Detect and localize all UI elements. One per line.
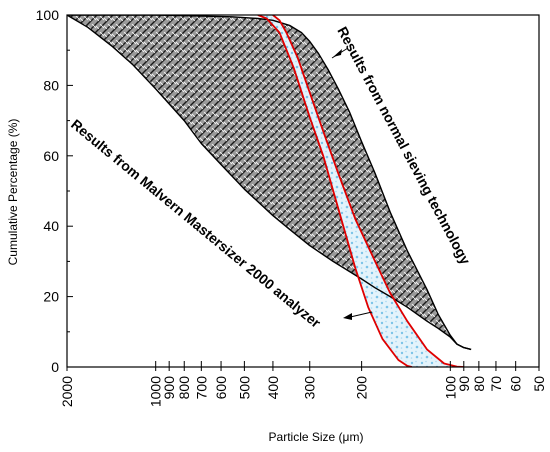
x-tick-label: 300 (302, 376, 318, 400)
red-boundary-left (257, 15, 413, 367)
sieving-curve (67, 15, 472, 351)
x-tick-label: 80 (471, 376, 487, 392)
x-tick-label: 50 (531, 376, 547, 392)
arrow-malvern-head (343, 313, 352, 320)
x-tick-label: 800 (176, 376, 192, 400)
x-tick-label: 700 (193, 376, 209, 400)
sieving-malvern-band (67, 15, 472, 350)
x-tick-label: 2000 (59, 376, 75, 407)
y-tick-label: 100 (36, 7, 60, 23)
y-tick-label: 20 (43, 289, 59, 305)
x-axis-title: Particle Size (μm) (269, 430, 364, 444)
y-tick-label: 0 (51, 359, 59, 375)
x-tick-label: 100 (442, 376, 458, 400)
x-tick-label: 90 (456, 376, 472, 392)
fill-layer (67, 15, 472, 367)
line-layer (67, 15, 472, 367)
arrow-sieving-head (333, 49, 342, 57)
x-tick-label: 1000 (148, 376, 164, 407)
y-axis-title: Cumulative Percentage (%) (6, 119, 20, 266)
x-tick-label: 600 (213, 376, 229, 400)
malvern-curve (67, 15, 472, 351)
x-tick-label: 500 (236, 376, 252, 400)
y-tick-label: 80 (43, 77, 59, 93)
red-boundary-right (272, 15, 464, 367)
x-tick-label: 200 (354, 376, 370, 400)
x-tick-label: 400 (265, 376, 281, 400)
x-tick-label: 70 (488, 376, 504, 392)
y-axis: 0 20 40 60 80 100 (36, 7, 73, 375)
annotation-arrows (331, 47, 373, 320)
x-tick-label: 900 (161, 376, 177, 400)
x-tick-label: 60 (508, 376, 524, 392)
red-boundary-band (257, 15, 464, 367)
y-tick-label: 60 (43, 148, 59, 164)
y-tick-label: 40 (43, 218, 59, 234)
